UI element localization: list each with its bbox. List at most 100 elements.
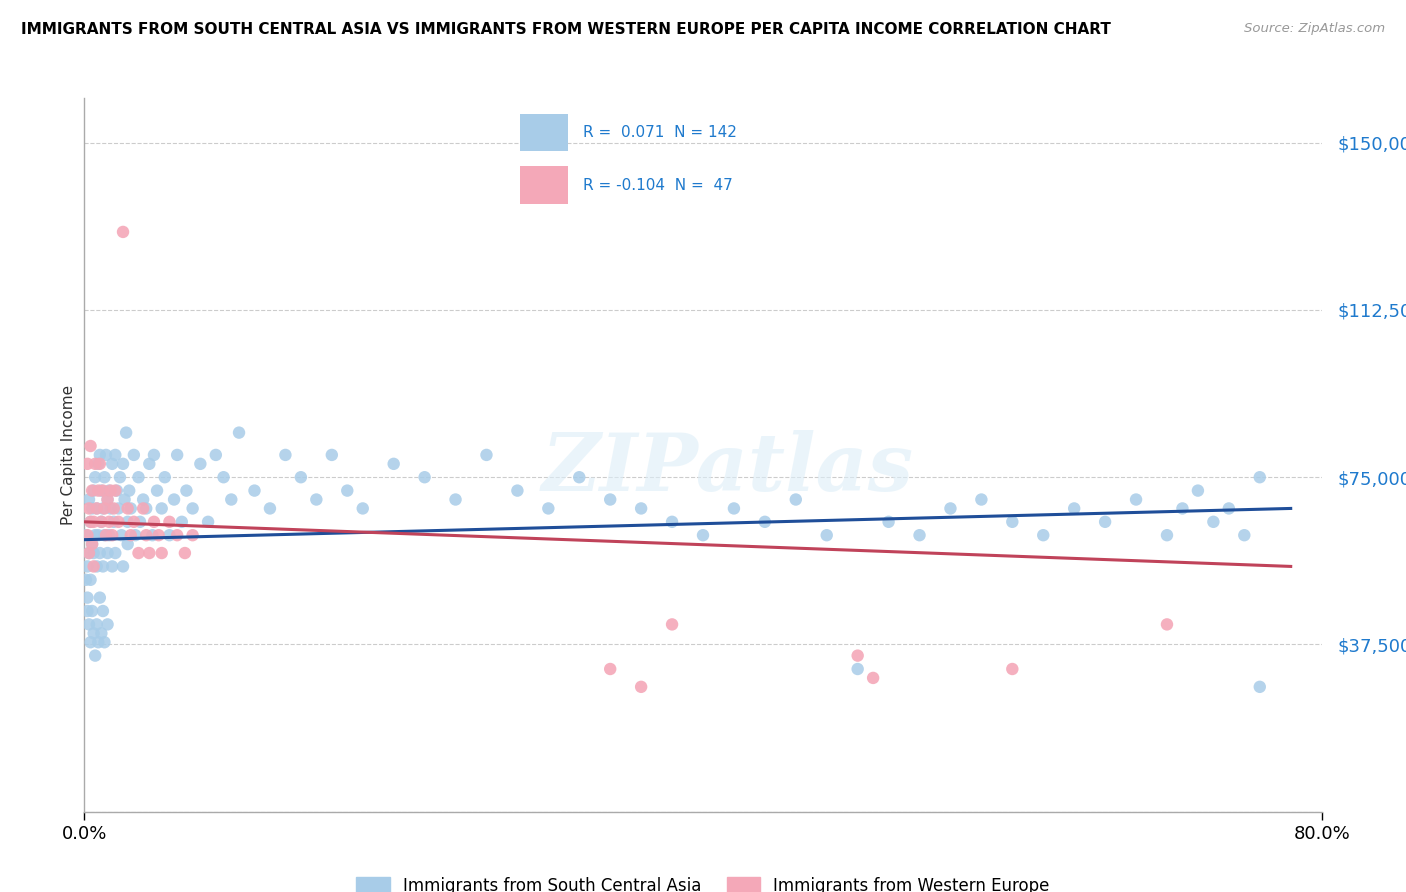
- Point: [1001, 515, 1024, 529]
- Point: [166, 448, 188, 462]
- Point: [274, 448, 297, 462]
- Point: [846, 662, 869, 676]
- Point: [143, 448, 166, 462]
- Point: [785, 492, 807, 507]
- Point: [76, 591, 98, 605]
- Point: [1233, 528, 1256, 542]
- Point: [93, 635, 115, 649]
- Point: [661, 515, 683, 529]
- Point: [382, 457, 405, 471]
- Point: [174, 546, 197, 560]
- Point: [138, 457, 160, 471]
- Point: [166, 528, 188, 542]
- Point: [82, 537, 104, 551]
- Point: [86, 559, 108, 574]
- Point: [77, 501, 100, 516]
- Point: [87, 457, 110, 471]
- Point: [122, 515, 145, 529]
- Point: [692, 528, 714, 542]
- Point: [93, 528, 115, 542]
- Point: [94, 528, 117, 542]
- Point: [76, 559, 98, 574]
- Point: [1171, 501, 1194, 516]
- Point: [87, 635, 110, 649]
- Point: [181, 501, 204, 516]
- Point: [76, 604, 98, 618]
- Point: [243, 483, 266, 498]
- Point: [862, 671, 884, 685]
- Point: [112, 457, 135, 471]
- Point: [83, 546, 105, 560]
- Text: Source: ZipAtlas.com: Source: ZipAtlas.com: [1244, 22, 1385, 36]
- Point: [98, 515, 121, 529]
- Point: [723, 501, 745, 516]
- Point: [444, 492, 467, 507]
- Point: [101, 457, 124, 471]
- Point: [89, 546, 111, 560]
- Point: [176, 483, 198, 498]
- Point: [90, 483, 112, 498]
- Point: [75, 528, 97, 542]
- Point: [96, 546, 118, 560]
- Point: [90, 626, 112, 640]
- Point: [1125, 492, 1147, 507]
- Point: [82, 501, 104, 516]
- Point: [89, 457, 111, 471]
- Point: [1249, 470, 1271, 484]
- Point: [143, 515, 166, 529]
- Point: [1001, 662, 1024, 676]
- Point: [75, 573, 97, 587]
- Point: [79, 635, 101, 649]
- Point: [91, 501, 114, 516]
- Point: [90, 515, 112, 529]
- Text: IMMIGRANTS FROM SOUTH CENTRAL ASIA VS IMMIGRANTS FROM WESTERN EUROPE PER CAPITA : IMMIGRANTS FROM SOUTH CENTRAL ASIA VS IM…: [21, 22, 1111, 37]
- Point: [87, 483, 110, 498]
- Point: [970, 492, 993, 507]
- Point: [96, 492, 118, 507]
- Point: [141, 528, 163, 542]
- Point: [101, 559, 124, 574]
- Point: [205, 448, 228, 462]
- Point: [104, 448, 127, 462]
- Point: [630, 501, 652, 516]
- Point: [150, 501, 173, 516]
- Point: [77, 546, 100, 560]
- Point: [219, 492, 242, 507]
- Point: [877, 515, 900, 529]
- Point: [1032, 528, 1054, 542]
- Point: [79, 515, 101, 529]
- Point: [108, 470, 131, 484]
- Point: [599, 492, 621, 507]
- Point: [305, 492, 328, 507]
- Point: [86, 501, 108, 516]
- Point: [1202, 515, 1225, 529]
- Point: [1218, 501, 1240, 516]
- Point: [352, 501, 374, 516]
- Point: [228, 425, 250, 440]
- Point: [146, 483, 169, 498]
- Point: [114, 492, 136, 507]
- Point: [599, 662, 621, 676]
- Text: ZIPatlas: ZIPatlas: [541, 431, 914, 508]
- Point: [94, 448, 117, 462]
- Legend: Immigrants from South Central Asia, Immigrants from Western Europe: Immigrants from South Central Asia, Immi…: [350, 870, 1056, 892]
- Point: [537, 501, 560, 516]
- Point: [908, 528, 931, 542]
- Point: [120, 501, 142, 516]
- Point: [212, 470, 235, 484]
- Point: [122, 448, 145, 462]
- Point: [181, 528, 204, 542]
- Point: [77, 617, 100, 632]
- Point: [132, 501, 155, 516]
- Point: [846, 648, 869, 663]
- Point: [1187, 483, 1209, 498]
- Point: [153, 470, 176, 484]
- Point: [82, 483, 104, 498]
- Point: [321, 448, 343, 462]
- Point: [104, 483, 127, 498]
- Point: [506, 483, 529, 498]
- Point: [188, 457, 211, 471]
- Point: [150, 546, 173, 560]
- Point: [1094, 515, 1116, 529]
- Point: [1249, 680, 1271, 694]
